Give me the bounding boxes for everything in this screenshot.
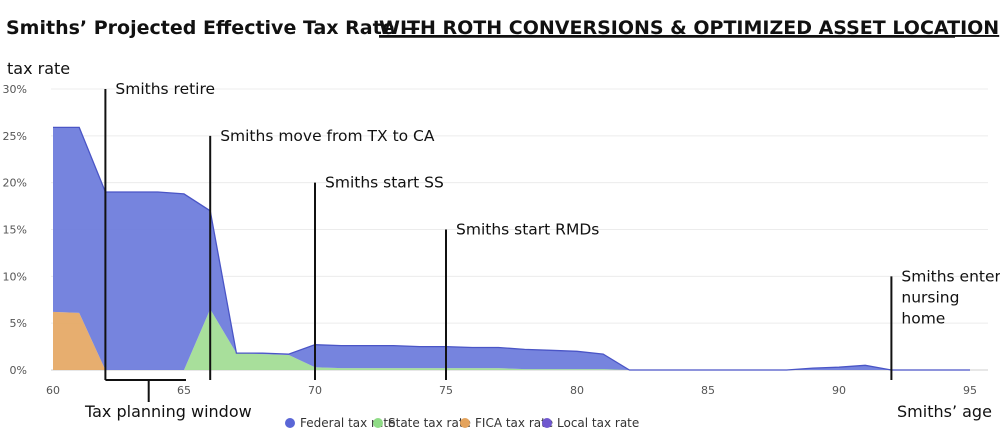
legend-label: State tax rate: [388, 416, 471, 430]
legend-label: FICA tax rate: [475, 416, 553, 430]
y-tick-labels: 0% 5% 10% 15% 20% 25% 30%: [3, 83, 27, 377]
annotation-label: Smiths move from TX to CA: [220, 127, 435, 145]
y-axis-label: tax rate: [7, 59, 70, 78]
annotation-label: Smiths start RMDs: [456, 221, 599, 239]
y-tick-label: 25%: [3, 130, 27, 143]
x-tick-label: 90: [832, 384, 846, 397]
annotation-label: Smiths retire: [115, 80, 215, 98]
legend-marker: [542, 418, 552, 428]
legend-marker: [285, 418, 295, 428]
x-axis-label: Smiths’ age: [897, 402, 992, 421]
legend-label: Local tax rate: [557, 416, 639, 430]
x-tick-label: 95: [963, 384, 977, 397]
chart-title: Smiths’ Projected Effective Tax Rate —: [6, 17, 420, 39]
x-tick-label: 75: [439, 384, 453, 397]
x-tick-label: 70: [308, 384, 322, 397]
annotation-label: Smiths start SS: [325, 174, 444, 192]
y-tick-label: 0%: [10, 364, 27, 377]
legend-marker: [373, 418, 383, 428]
x-tick-label: 85: [701, 384, 715, 397]
x-tick-label: 80: [570, 384, 584, 397]
legend-item: Federal tax rate: [285, 416, 395, 430]
legend-label: Federal tax rate: [300, 416, 395, 430]
y-tick-label: 5%: [10, 317, 27, 330]
tax-planning-bracket: Tax planning window: [84, 379, 252, 421]
stacked-areas: [53, 126, 970, 371]
chart-subtitle: WITH ROTH CONVERSIONS & OPTIMIZED ASSET …: [379, 17, 999, 39]
legend-marker: [460, 418, 470, 428]
y-tick-label: 15%: [3, 224, 27, 237]
annotation-label: Smiths enter nursing home: [901, 267, 1000, 327]
legend-item: Local tax rate: [542, 416, 639, 430]
federal-tax-rate-area: [53, 127, 970, 371]
x-tick-label: 65: [177, 384, 191, 397]
x-tick-labels: 60 65 70 75 80 85 90 95: [46, 384, 977, 397]
y-tick-label: 30%: [3, 83, 27, 96]
annotations: Smiths retire Smiths move from TX to CA Sm…: [104, 80, 1000, 380]
legend-item: FICA tax rate: [460, 416, 553, 430]
bracket-label: Tax planning window: [84, 402, 252, 421]
y-tick-label: 10%: [3, 270, 27, 283]
x-tick-label: 60: [46, 384, 60, 397]
legend-item: State tax rate: [373, 416, 471, 430]
federal-tax-rate-line: [53, 126, 970, 371]
y-tick-label: 20%: [3, 177, 27, 190]
